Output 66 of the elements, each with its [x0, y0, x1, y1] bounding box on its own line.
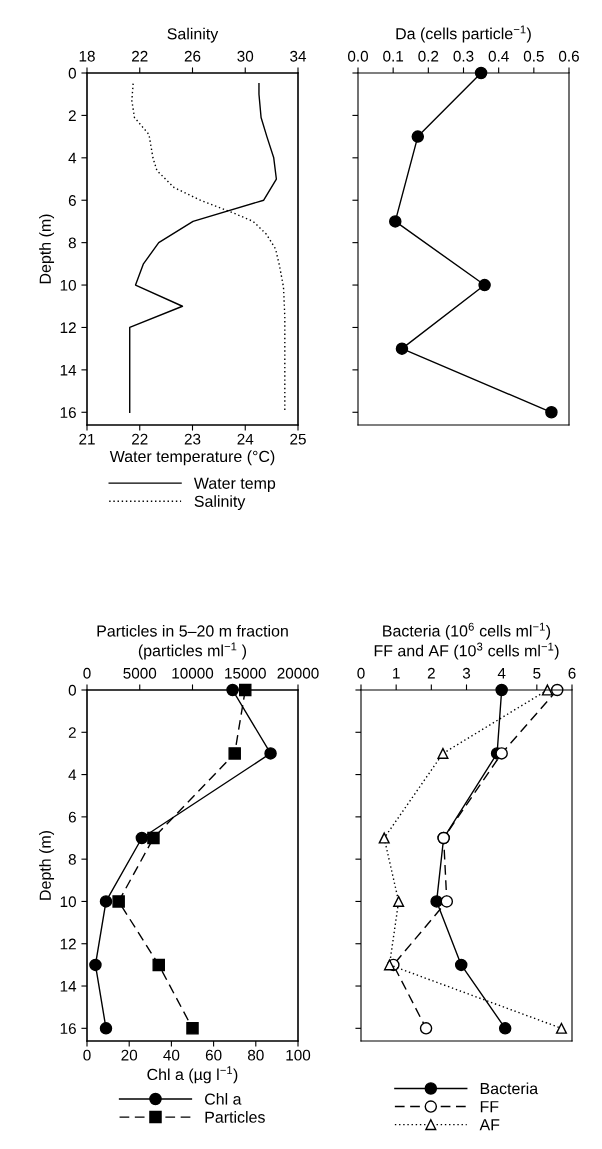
x-tick-label: 4 [497, 667, 506, 679]
x-tick-label: 0.4 [488, 50, 509, 62]
y-tick-label: 16 [60, 1023, 76, 1034]
x-tick-label: 0.5 [523, 50, 544, 62]
x-tick-label: 23 [184, 433, 201, 445]
y-tick-label: 4 [68, 769, 77, 781]
x2-tick-label: 5000 [123, 667, 157, 679]
x-tick-label: 40 [163, 1049, 180, 1061]
x-axis-title: Water temperature (°C) [109, 450, 275, 466]
y-tick-label: 2 [68, 727, 76, 738]
x2-axis-title: Salinity [167, 27, 219, 43]
x-tick-label: 2 [427, 667, 435, 679]
x2-tick-label: 26 [184, 50, 201, 62]
y-tick-label: 12 [60, 938, 76, 950]
legend-label: Salinity [194, 495, 246, 511]
x-tick-label: 21 [79, 433, 95, 445]
legend-label: Particles [205, 1111, 265, 1123]
x2-tick-label: 15000 [225, 667, 266, 679]
y-tick-label: 16 [60, 407, 76, 418]
y-tick-label: 14 [60, 364, 77, 376]
x2-axis-title: Particles in 5–20 m fraction (particles ml$^{−1}$ ) [97, 624, 288, 660]
x-tick-label: 0.2 [418, 50, 439, 62]
y-tick-label: 4 [68, 152, 77, 164]
y-tick-label: 12 [60, 322, 76, 333]
legend-label: FF [480, 1101, 499, 1113]
y-tick-label: 2 [68, 110, 76, 121]
x-tick-label: 6 [568, 667, 576, 679]
x2-tick-label: 30 [237, 50, 254, 62]
y-tick-label: 10 [60, 896, 76, 908]
y-tick-label: 8 [68, 237, 76, 249]
x-tick-label: 60 [205, 1049, 222, 1061]
x-tick-label: 5 [533, 667, 541, 679]
x-tick-label: 3 [462, 667, 471, 679]
x-tick-label: 0.0 [347, 50, 369, 62]
legend-label: Chl a [205, 1093, 242, 1105]
y-tick-label: 0 [68, 67, 76, 79]
x2-tick-label: 34 [290, 50, 307, 62]
x2-tick-label: 10000 [172, 667, 214, 679]
y-tick-label: 10 [60, 279, 76, 291]
y-axis-title: Depth (m) [39, 214, 55, 284]
text: Bacteria (10$^{6}$ cells ml$^{−1}$) FF and AF (10$^{3}$ cells ml$^{−1}$) [374, 622, 559, 660]
x-tick-label: 0 [83, 1049, 91, 1061]
x-axis-title: Chl a (µg l$^{−1}$) [147, 1066, 238, 1084]
x2-tick-label: 18 [79, 50, 95, 62]
x-tick-label: 0.3 [453, 50, 474, 62]
x-tick-label: 0.1 [383, 50, 404, 62]
x2-tick-label: 20000 [277, 667, 319, 679]
x-tick-label: 0.6 [558, 50, 579, 62]
x-tick-label: 80 [247, 1049, 264, 1061]
y-tick-label: 6 [68, 195, 76, 206]
x-tick-label: 0 [357, 667, 365, 679]
x-tick-label: 22 [132, 433, 148, 445]
x-tick-label: 20 [121, 1049, 138, 1061]
y-tick-label: 14 [60, 981, 77, 992]
x-tick-label: 1 [393, 667, 400, 679]
x-tick-label: 24 [237, 433, 254, 445]
y-tick-label: 8 [68, 854, 76, 865]
y-axis-title: Depth (m) [39, 830, 55, 900]
legend-label: AF [479, 1119, 500, 1131]
y-tick-label: 0 [68, 684, 76, 696]
x-tick-label: 100 [286, 1049, 311, 1061]
x-axis-title: Da (cells particle$^{−1}$) [396, 25, 531, 43]
y-tick-label: 6 [68, 811, 76, 823]
x-tick-label: 25 [290, 433, 306, 445]
legend-label: Water temp [193, 477, 276, 493]
legend-label: Bacteria [480, 1082, 539, 1095]
